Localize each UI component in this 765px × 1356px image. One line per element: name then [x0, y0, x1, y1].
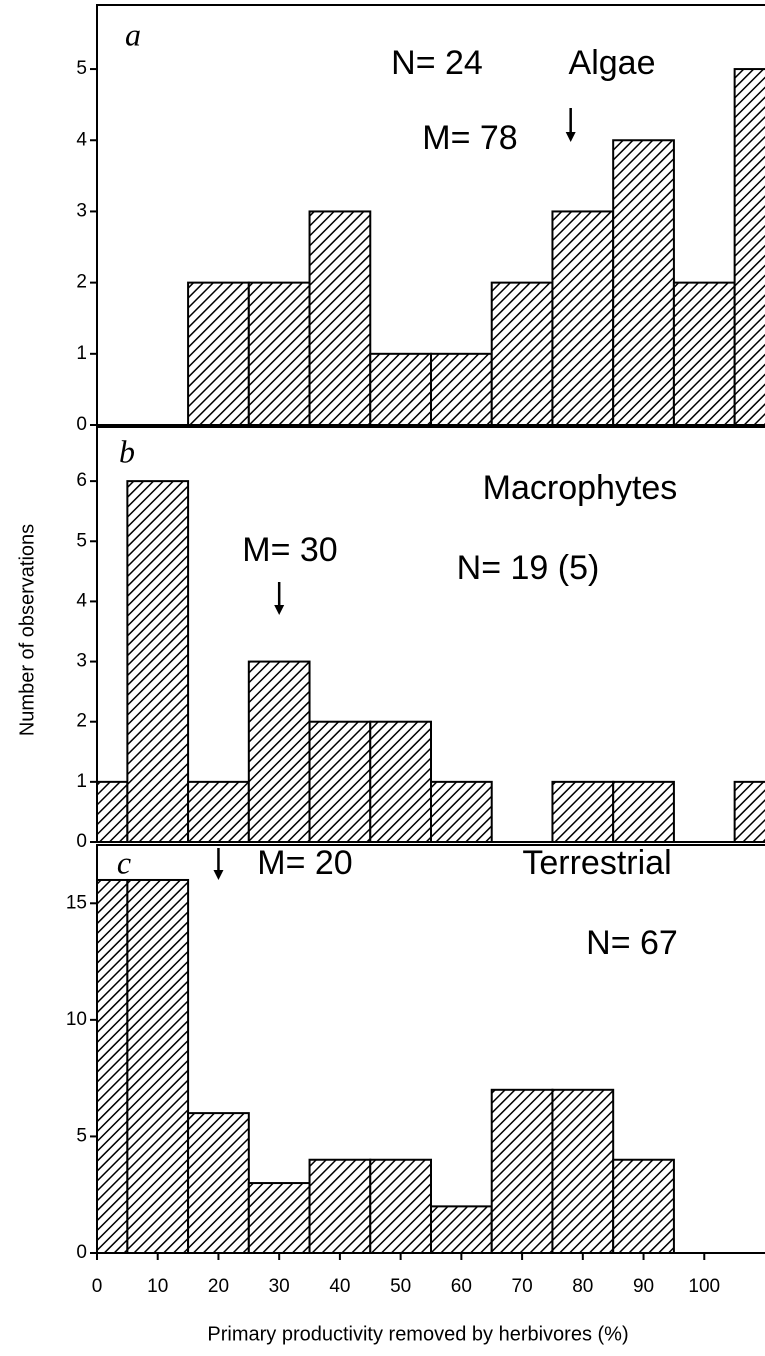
bar [187, 281, 250, 426]
panel-letter: b [119, 433, 135, 469]
y-tick-label: 5 [76, 530, 87, 551]
x-tick-label: 0 [92, 1276, 103, 1297]
bar [551, 780, 615, 844]
y-tick-label: 15 [66, 892, 87, 913]
annotation: Terrestrial [522, 844, 671, 882]
x-tick-label: 80 [572, 1276, 593, 1297]
y-tick-label: 1 [76, 771, 87, 792]
annotation: M= 30 [242, 531, 337, 569]
bar [672, 281, 736, 426]
bar [308, 1158, 372, 1254]
bar [308, 720, 372, 843]
x-axis-label: Primary productivity removed by herbivor… [207, 1323, 628, 1345]
bar [369, 720, 433, 843]
bar [430, 352, 493, 427]
annotation: M= 20 [257, 844, 352, 882]
annotation: Algae [569, 44, 656, 82]
y-tick-label: 4 [76, 590, 87, 611]
y-tick-label: 6 [76, 470, 87, 491]
y-tick-label: 1 [76, 343, 87, 364]
annotation: Macrophytes [483, 469, 678, 507]
bar [551, 210, 615, 426]
bar [612, 780, 675, 844]
y-tick-label: 10 [66, 1009, 87, 1030]
panel-frame [96, 4, 765, 426]
median-arrowhead [565, 132, 576, 142]
panel-frame [96, 426, 765, 843]
panel-letter: a [125, 16, 141, 52]
bar [369, 352, 433, 427]
bar [247, 660, 311, 844]
x-tick-label: 60 [451, 1276, 472, 1297]
bar [96, 878, 129, 1254]
bar [612, 139, 675, 426]
bar [187, 780, 250, 844]
annotation: N= 19 (5) [457, 549, 600, 587]
x-tick-label: 70 [512, 1276, 533, 1297]
x-tick-label: 20 [208, 1276, 229, 1297]
y-tick-label: 0 [76, 414, 87, 435]
bar [430, 1205, 493, 1255]
y-tick-label: 0 [76, 831, 87, 852]
bar [490, 1088, 554, 1255]
x-tick-label: 100 [688, 1276, 720, 1297]
bar [369, 1158, 433, 1254]
y-tick-label: 3 [76, 200, 87, 221]
x-tick-label: 90 [633, 1276, 654, 1297]
x-tick-label: 50 [390, 1276, 411, 1297]
y-tick-label: 5 [76, 1125, 87, 1146]
bar [187, 1112, 250, 1254]
bar [490, 281, 554, 426]
y-tick-label: 0 [76, 1242, 87, 1263]
median-arrowhead [213, 870, 224, 880]
panel-letter: c [117, 844, 131, 880]
panel-frame [96, 844, 765, 1254]
y-tick-label: 2 [76, 272, 87, 293]
y-tick-label: 2 [76, 711, 87, 732]
bar [247, 281, 311, 426]
annotation: N= 24 [391, 44, 483, 82]
annotation: M= 78 [422, 119, 517, 157]
x-tick-label: 30 [269, 1276, 290, 1297]
bar [96, 780, 129, 844]
bar [551, 1088, 615, 1255]
bar [733, 68, 765, 426]
bar [247, 1182, 311, 1254]
bar [733, 780, 765, 844]
bar [430, 780, 493, 844]
bar [308, 210, 372, 426]
y-axis-label: Number of observations [16, 524, 38, 736]
x-tick-label: 10 [147, 1276, 168, 1297]
y-tick-label: 3 [76, 651, 87, 672]
y-tick-label: 5 [76, 58, 87, 79]
y-tick-label: 4 [76, 129, 87, 150]
bar [126, 878, 190, 1254]
median-arrowhead [274, 605, 285, 615]
x-tick-label: 40 [329, 1276, 350, 1297]
annotation: N= 67 [586, 924, 678, 962]
bar [612, 1158, 675, 1254]
bar [126, 480, 190, 843]
